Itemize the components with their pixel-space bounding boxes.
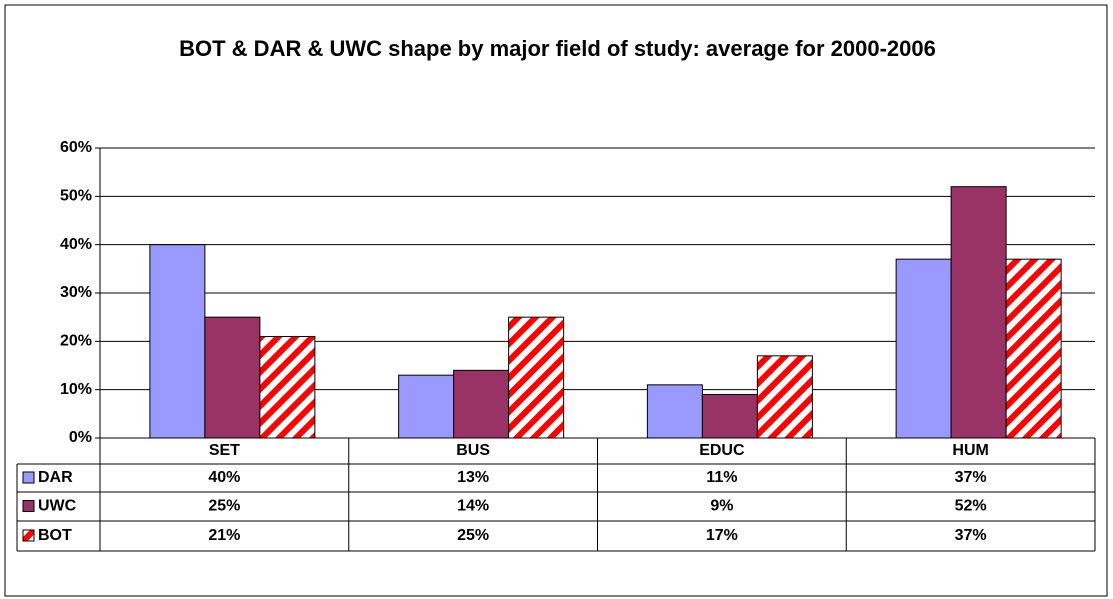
- bar: [508, 316, 565, 439]
- bar: [646, 384, 703, 439]
- y-tick-label: 30%: [60, 284, 92, 301]
- legend-key: [22, 471, 35, 484]
- table-value: 25%: [457, 527, 489, 544]
- bar: [1005, 258, 1062, 439]
- table-value: 11%: [706, 469, 737, 486]
- legend-label: UWC: [38, 498, 77, 515]
- y-tick-label: 0%: [69, 429, 92, 446]
- x-tick-label: BUS: [456, 442, 490, 459]
- legend-key: [22, 529, 35, 542]
- bar: [895, 258, 952, 439]
- table-value: 13%: [457, 469, 489, 486]
- table-value: 14%: [457, 498, 489, 515]
- table-value: 25%: [208, 498, 240, 515]
- legend-key: [22, 500, 35, 512]
- bar: [149, 244, 206, 439]
- bar: [259, 336, 316, 439]
- table-value: 52%: [955, 498, 987, 515]
- bar: [204, 316, 261, 439]
- y-tick-label: 10%: [60, 381, 92, 398]
- table-value: 9%: [710, 498, 733, 515]
- table-value: 17%: [706, 527, 738, 544]
- bar: [950, 186, 1007, 439]
- chart-title: BOT & DAR & UWC shape by major field of …: [179, 36, 936, 61]
- x-tick-label: HUM: [952, 442, 988, 459]
- bar: [398, 374, 455, 439]
- y-tick-label: 20%: [60, 333, 92, 350]
- table-value: 37%: [955, 469, 987, 486]
- y-tick-label: 40%: [60, 236, 92, 253]
- x-tick-label: SET: [209, 442, 240, 459]
- bar: [756, 355, 813, 439]
- table-value: 37%: [955, 527, 987, 544]
- x-tick-label: EDUC: [699, 442, 745, 459]
- table-value: 40%: [208, 469, 240, 486]
- y-tick-label: 60%: [60, 139, 92, 156]
- legend-label: DAR: [38, 469, 73, 486]
- table-value: 21%: [208, 527, 240, 544]
- bar: [453, 369, 510, 439]
- legend-label: BOT: [38, 527, 72, 544]
- y-tick-label: 50%: [60, 188, 92, 205]
- bar: [701, 394, 758, 439]
